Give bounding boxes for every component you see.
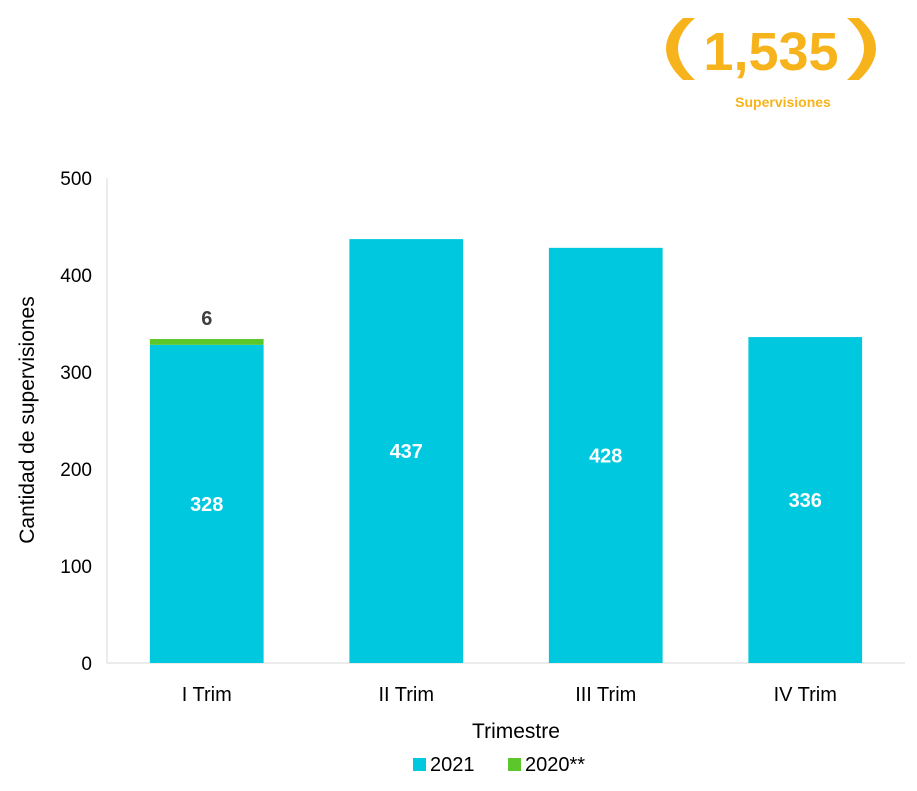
- legend-label: 2021: [430, 754, 475, 776]
- legend-label: 2020**: [525, 754, 585, 776]
- y-tick-label: 100: [60, 557, 92, 578]
- data-label: 336: [789, 490, 822, 512]
- bar-2021-2: [349, 239, 464, 664]
- x-tick-label: I Trim: [182, 684, 232, 706]
- legend: 2021 2020**: [413, 754, 585, 776]
- legend-swatch: [413, 758, 426, 771]
- y-tick-label: 200: [60, 460, 92, 481]
- left-bracket-icon: [666, 18, 695, 80]
- right-bracket-icon: [847, 18, 876, 80]
- data-label: 428: [589, 445, 622, 467]
- y-tick-label: 400: [60, 266, 92, 287]
- legend-swatch: [508, 758, 521, 771]
- y-tick-label: 0: [81, 654, 92, 675]
- x-tick-label: II Trim: [378, 684, 434, 706]
- data-label: 328: [190, 494, 223, 516]
- bar-2020-1: [149, 339, 264, 345]
- x-tick-label: IV Trim: [774, 684, 837, 706]
- data-label: 437: [390, 441, 423, 463]
- bar-2021-1: [149, 344, 264, 663]
- bar-2021-4: [748, 337, 863, 663]
- x-axis-title: Trimestre: [472, 720, 560, 743]
- total-supervisions-value: 1,535: [703, 22, 838, 82]
- total-supervisions-label: Supervisiones: [735, 94, 831, 110]
- y-tick-label: 300: [60, 363, 92, 384]
- data-label: 6: [201, 308, 212, 330]
- x-tick-label: III Trim: [575, 684, 636, 706]
- y-tick-label: 500: [60, 169, 92, 190]
- y-axis-title: Cantidad de supervisiones: [16, 296, 39, 544]
- total-supervisions-badge: 1,535 Supervisiones: [666, 18, 876, 110]
- plot-area: 0 100 200 300 400 500 328 6 I Trim 437 II Trim 428 I…: [60, 169, 905, 706]
- bar-2021-3: [548, 247, 663, 663]
